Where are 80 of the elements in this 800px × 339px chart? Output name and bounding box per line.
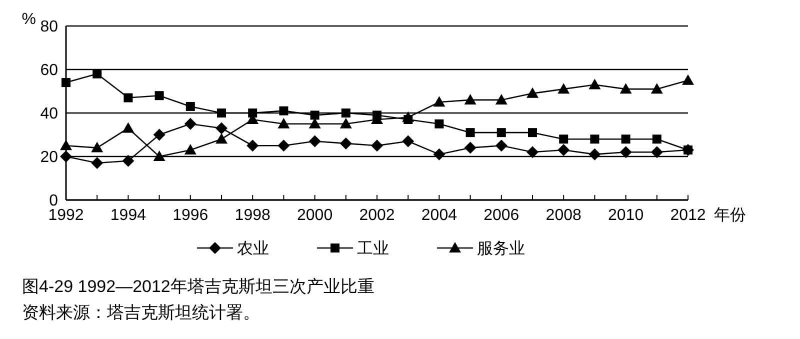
point xyxy=(184,118,196,130)
point xyxy=(466,128,475,138)
point xyxy=(650,146,663,158)
point xyxy=(60,150,72,162)
point xyxy=(153,128,166,141)
point xyxy=(434,119,444,128)
point xyxy=(558,144,570,156)
point xyxy=(559,134,568,144)
x-tick-label: 1996 xyxy=(172,207,208,224)
point xyxy=(590,134,600,144)
point xyxy=(404,115,413,124)
y-tick-label: 20 xyxy=(40,149,58,166)
x-tick-label: 1994 xyxy=(110,207,146,224)
point xyxy=(122,154,134,167)
legend-label: 工业 xyxy=(357,240,389,258)
point xyxy=(92,69,102,78)
x-tick-label: 2012 xyxy=(670,207,706,224)
x-tick-label: 2010 xyxy=(608,207,644,224)
point xyxy=(124,93,133,102)
y-tick-label: 40 xyxy=(40,106,58,123)
point xyxy=(588,148,601,160)
point xyxy=(526,146,538,158)
text: 资料来源：塔吉克斯坦统计署。 xyxy=(22,303,260,322)
point xyxy=(340,137,352,150)
point xyxy=(310,110,320,120)
point xyxy=(216,122,228,134)
point xyxy=(216,133,228,144)
point xyxy=(308,135,321,148)
x-tick-label: 2006 xyxy=(484,207,520,224)
point xyxy=(621,134,630,144)
x-tick-label: 2004 xyxy=(421,207,458,224)
point xyxy=(433,148,446,160)
point xyxy=(620,146,632,158)
point xyxy=(464,142,476,154)
point xyxy=(372,110,382,120)
legend-label: 服务业 xyxy=(477,240,525,258)
y-axis-title: % xyxy=(22,11,36,28)
point xyxy=(217,108,226,118)
legend-label: 农业 xyxy=(237,240,269,258)
x-tick-label: 2000 xyxy=(297,207,333,224)
point xyxy=(495,140,508,152)
point xyxy=(278,140,290,152)
point xyxy=(495,94,508,104)
point xyxy=(154,91,164,100)
point xyxy=(153,150,166,161)
point xyxy=(558,83,570,94)
point xyxy=(246,140,259,152)
point xyxy=(184,144,196,154)
point xyxy=(62,78,70,88)
x-tick-label: 2002 xyxy=(359,207,395,224)
point xyxy=(526,87,538,98)
point xyxy=(279,106,288,116)
y-tick-label: 0 xyxy=(49,192,58,210)
point xyxy=(341,108,350,118)
point xyxy=(682,74,694,85)
point xyxy=(91,142,104,152)
point xyxy=(371,140,383,152)
point xyxy=(278,118,290,128)
point xyxy=(496,128,506,138)
point xyxy=(122,122,134,133)
point xyxy=(464,94,476,104)
y-tick-label: 60 xyxy=(40,62,58,80)
point xyxy=(620,83,632,94)
point xyxy=(340,118,352,128)
x-tick-label: 2008 xyxy=(546,207,582,224)
point xyxy=(650,83,663,94)
point xyxy=(91,157,104,170)
y-tick-label: 80 xyxy=(40,18,58,36)
x-tick-label: 1998 xyxy=(234,207,270,224)
point xyxy=(60,140,72,150)
point xyxy=(652,134,662,144)
point xyxy=(248,108,258,118)
point xyxy=(186,102,195,111)
point xyxy=(588,78,601,90)
x-tick-label: 1992 xyxy=(48,207,84,224)
point xyxy=(528,128,537,138)
point xyxy=(433,96,446,107)
point xyxy=(402,135,414,148)
text: 图4-29 1992—2012年塔吉克斯坦三次产业比重 xyxy=(22,277,374,296)
x-axis-title: 年份 xyxy=(714,207,746,224)
